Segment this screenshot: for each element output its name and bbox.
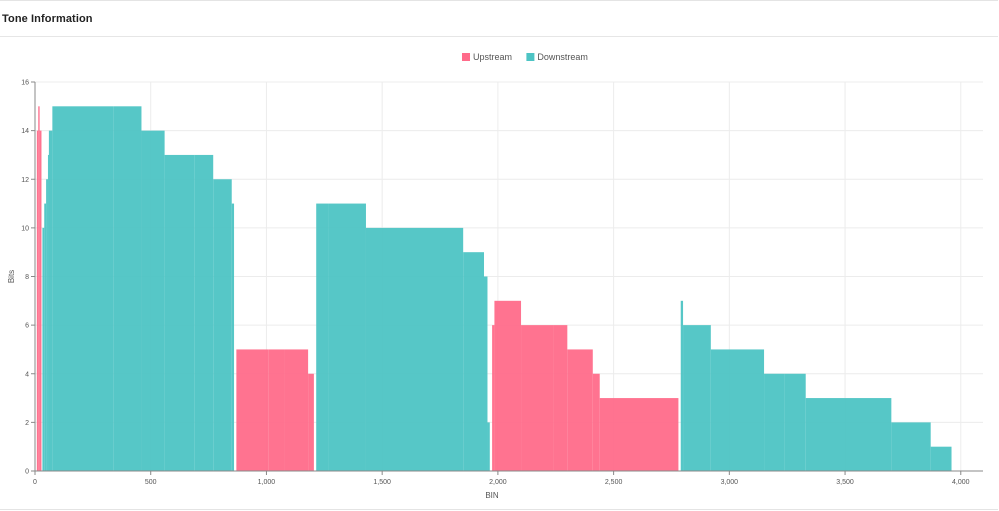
downstream-bar — [680, 300, 684, 471]
upstream-bar — [36, 130, 39, 471]
upstream-bar — [38, 106, 40, 471]
y-tick-label: 4 — [25, 371, 29, 378]
downstream-bar — [113, 106, 142, 471]
upstream-bar — [492, 325, 495, 471]
y-tick-label: 0 — [25, 469, 29, 476]
upstream-bar — [599, 398, 679, 471]
x-axis-title: BIN — [485, 491, 499, 500]
downstream-bar — [46, 179, 48, 471]
downstream-bar — [231, 203, 235, 471]
x-tick-label: 1,000 — [258, 479, 276, 486]
panel-header: Tone Information — [0, 1, 998, 37]
downstream-bar — [710, 349, 765, 471]
upstream-bar — [308, 373, 314, 471]
downstream-bar — [805, 398, 892, 471]
upstream-bar — [494, 300, 522, 471]
x-tick-label: 1,500 — [373, 479, 391, 486]
x-tick-label: 3,000 — [721, 479, 739, 486]
legend-label-downstream[interactable]: Downstream — [537, 52, 588, 62]
downstream-bar — [683, 325, 711, 471]
upstream-bar — [268, 349, 285, 471]
upstream-bar — [567, 349, 593, 471]
downstream-bar — [194, 154, 214, 471]
upstream-bar — [592, 373, 600, 471]
y-tick-label: 12 — [21, 177, 29, 184]
x-tick-label: 4,000 — [952, 479, 970, 486]
y-tick-label: 14 — [21, 128, 29, 135]
downstream-bar — [316, 203, 329, 471]
downstream-bar — [764, 373, 785, 471]
upstream-bar — [284, 349, 309, 471]
downstream-bar — [784, 373, 806, 471]
x-tick-label: 0 — [33, 479, 37, 486]
downstream-bar — [164, 154, 195, 471]
x-tick-label: 2,000 — [489, 479, 507, 486]
x-tick-label: 2,500 — [605, 479, 623, 486]
y-tick-label: 8 — [25, 274, 29, 281]
downstream-bar — [47, 154, 49, 471]
legend-swatch-downstream[interactable] — [526, 53, 535, 61]
downstream-bar — [52, 106, 114, 471]
upstream-bar — [521, 325, 554, 471]
downstream-bar — [48, 130, 53, 471]
downstream-bar — [213, 179, 232, 471]
downstream-bar — [328, 203, 366, 471]
downstream-bar — [365, 227, 464, 471]
downstream-bar — [484, 276, 488, 471]
panel-title: Tone Information — [2, 12, 93, 25]
y-tick-label: 2 — [25, 420, 29, 427]
tone-chart: 0 500 1,000 1,500 2,000 2,500 3,000 3,500 4,000 0… — [7, 52, 983, 500]
downstream-bar — [930, 446, 952, 471]
downstream-bar — [44, 203, 47, 471]
upstream-bar — [236, 349, 269, 471]
x-tick-label: 500 — [145, 479, 157, 486]
upstream-bar — [39, 130, 42, 471]
y-tick-label: 10 — [21, 225, 29, 232]
y-tick-label: 16 — [21, 80, 29, 87]
downstream-bar — [463, 252, 485, 471]
downstream-bar — [891, 422, 931, 471]
upstream-bar — [553, 325, 568, 471]
y-axis-title: Bits — [7, 270, 16, 283]
legend-label-upstream[interactable]: Upstream — [473, 52, 512, 62]
downstream-bar — [141, 130, 165, 471]
downstream-bar — [42, 227, 45, 471]
y-tick-label: 6 — [25, 323, 29, 330]
legend-swatch-upstream[interactable] — [462, 53, 470, 61]
downstream-bar — [487, 422, 490, 471]
x-tick-label: 3,500 — [836, 479, 854, 486]
